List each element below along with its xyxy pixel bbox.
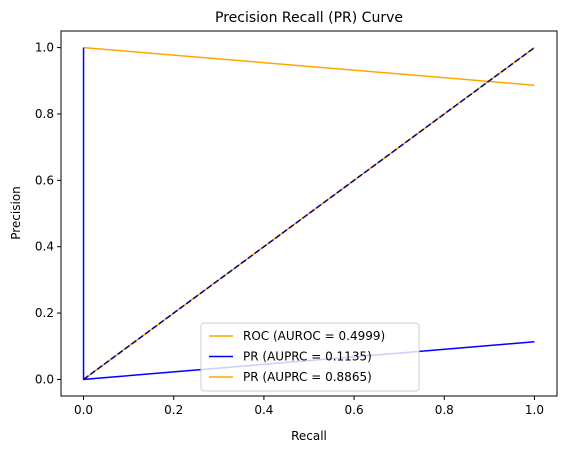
- x-tick-label: 0.6: [345, 403, 364, 417]
- series-line-2: [83, 46, 535, 381]
- plot-frame: [60, 30, 558, 397]
- x-axis-label: Recall: [291, 429, 327, 443]
- y-tick-label: 0.2: [35, 306, 54, 320]
- y-tick-label: 0.4: [35, 240, 54, 254]
- y-tick-label: 0.8: [35, 107, 54, 121]
- x-axis-ticks: 0.0 0.2 0.4 0.6 0.8 1.0: [74, 396, 544, 417]
- chart-title: Precision Recall (PR) Curve: [215, 10, 403, 26]
- legend-label-0: ROC (AUROC = 0.4999): [243, 329, 385, 343]
- x-tick-label: 0.2: [164, 403, 183, 417]
- x-tick-label: 0.4: [254, 403, 273, 417]
- y-tick-label: 1.0: [35, 41, 54, 55]
- legend-box: [200, 322, 420, 392]
- x-tick-label: 1.0: [525, 403, 544, 417]
- y-axis-label: Precision: [9, 186, 23, 240]
- x-tick-label: 0.0: [74, 403, 93, 417]
- legend-label-1: PR (AUPRC = 0.1135): [243, 350, 372, 364]
- series-line-0: [83, 46, 535, 86]
- x-tick-label: 0.8: [435, 403, 454, 417]
- legend-label-2: PR (AUPRC = 0.8865): [243, 370, 372, 384]
- y-axis-ticks: 0.0 0.2 0.4 0.6 0.8 1.0: [35, 41, 61, 386]
- y-tick-label: 0.6: [35, 173, 54, 187]
- legend: ROC (AUROC = 0.4999) PR (AUPRC = 0.1135) P…: [200, 322, 420, 392]
- y-tick-label: 0.0: [35, 372, 54, 386]
